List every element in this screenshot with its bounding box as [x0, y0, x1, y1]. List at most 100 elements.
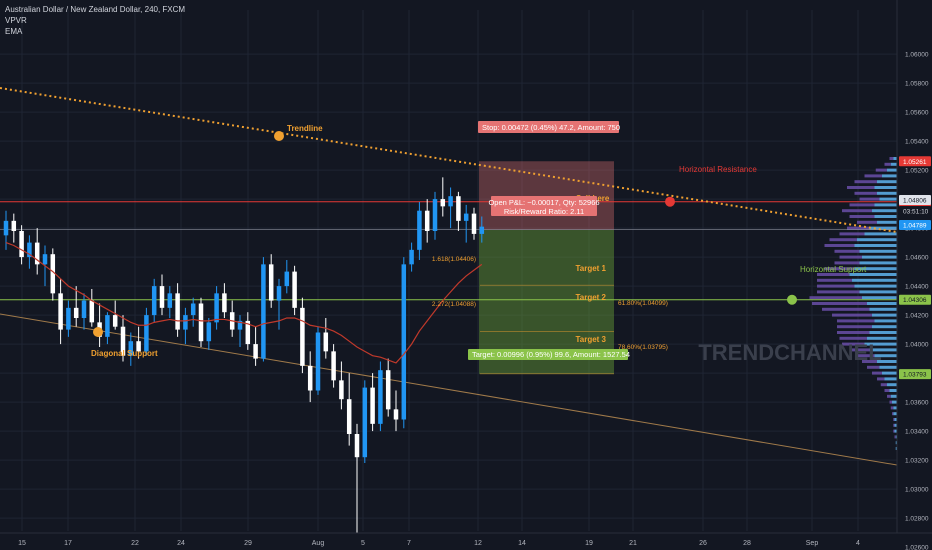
candle-body — [448, 196, 453, 207]
candle-body — [456, 196, 461, 221]
diagonal-support-marker — [93, 327, 103, 337]
volume-bar — [890, 406, 894, 410]
target1-label: Target 1 — [575, 264, 606, 273]
stop-label-box — [478, 121, 619, 133]
volume-bar — [867, 336, 897, 340]
volume-bar — [837, 319, 875, 323]
time-tick-label: 19 — [585, 540, 593, 547]
volume-bar — [862, 255, 897, 259]
symbol-title[interactable]: Australian Dollar / New Zealand Dollar, … — [5, 5, 186, 14]
price-tick-label: 1.04000 — [905, 342, 929, 349]
open-pl-box — [491, 196, 597, 216]
volume-bar — [864, 174, 882, 178]
candle-body — [128, 341, 134, 356]
time-tick-label: 12 — [474, 540, 482, 547]
volume-bar — [890, 162, 897, 166]
candle-body — [346, 399, 352, 434]
volume-bar — [854, 180, 877, 184]
candle-body — [58, 293, 63, 330]
candle-body — [222, 293, 227, 313]
candle-body — [385, 370, 391, 410]
volume-bar — [869, 226, 897, 230]
price-tag-stop — [899, 156, 931, 167]
candle-body — [362, 387, 368, 458]
candle-body — [120, 326, 126, 356]
volume-bar — [824, 267, 855, 271]
time-tick-label: 22 — [131, 540, 139, 547]
trendline-label: Trendline — [287, 124, 323, 133]
candle-body — [276, 286, 282, 301]
price-axis-bg — [897, 0, 932, 550]
price-tick-label: 1.03000 — [905, 487, 929, 494]
volume-bar — [834, 249, 860, 253]
candle-body — [214, 293, 219, 323]
target-label: Target: 0.00996 (0.95%) 99.6, Amount: 15… — [472, 350, 630, 359]
price-tick-label: 1.03200 — [905, 458, 929, 465]
candle-body — [471, 213, 477, 234]
price-tick-label: 1.04200 — [905, 313, 929, 320]
volume-bar — [854, 284, 897, 288]
time-tick-label: 4 — [856, 540, 860, 547]
volume-bar — [834, 261, 860, 265]
candle-body — [136, 341, 141, 352]
time-tick-label: 26 — [699, 540, 707, 547]
volume-bar — [859, 261, 897, 265]
candle-body — [479, 226, 485, 234]
volume-bar — [892, 412, 894, 416]
volume-bar — [894, 435, 896, 439]
volume-bar — [842, 342, 865, 346]
volume-bar — [854, 267, 897, 271]
volume-bar — [854, 244, 897, 247]
price-tag-label: 1.04306 — [903, 297, 927, 304]
volume-bar — [837, 331, 870, 334]
ema-line — [5, 242, 483, 364]
volume-bar — [839, 336, 867, 340]
volume-bar — [854, 191, 877, 195]
volume-bar — [867, 302, 897, 305]
time-tick-label: 7 — [407, 540, 411, 547]
price-tick-label: 1.04600 — [905, 255, 929, 262]
volume-bar — [877, 360, 897, 363]
volume-bar — [859, 249, 897, 253]
time-tick-label: 28 — [743, 540, 751, 547]
volume-bar — [849, 348, 870, 352]
candle-body — [284, 271, 290, 287]
volume-bar — [867, 365, 880, 369]
volume-bar — [889, 157, 894, 160]
volume-bar — [874, 319, 897, 323]
volume-bar — [890, 394, 897, 398]
volume-bar — [862, 296, 897, 300]
price-tag-label: 1.05261 — [903, 159, 927, 166]
volume-bar — [874, 203, 897, 207]
indicator-vpvr[interactable]: VPVR — [5, 16, 27, 25]
volume-bar — [893, 423, 895, 427]
candle-body — [417, 210, 422, 250]
price-tick-label: 1.06000 — [905, 52, 929, 59]
time-tick-label: 14 — [518, 540, 526, 547]
volume-bar — [849, 273, 897, 276]
trendline-marker — [274, 131, 284, 141]
volume-bar — [857, 238, 897, 242]
candle-body — [393, 409, 399, 420]
candles — [3, 177, 485, 540]
rr-label: Risk/Reward Ratio: 2.11 — [504, 207, 584, 216]
indicator-ema[interactable]: EMA — [5, 27, 23, 36]
candle-body — [300, 307, 305, 366]
price-axis: 1.060001.058001.056001.054001.052001.050… — [896, 0, 932, 550]
volume-bar — [847, 186, 875, 189]
volume-bar — [857, 220, 877, 224]
candle-body — [50, 254, 56, 294]
candle-body — [401, 264, 407, 420]
volume-bar — [882, 174, 897, 178]
volume-bar — [884, 389, 890, 392]
fib-label-1618: 1.618(1.04406) — [432, 256, 476, 263]
candle-body — [268, 264, 274, 301]
volume-bar — [859, 290, 897, 294]
price-tag-label: 1.04806 — [903, 198, 927, 205]
volume-bar — [892, 400, 897, 404]
price-tick-label: 1.02600 — [905, 545, 929, 550]
volume-bar — [893, 412, 897, 416]
volume-bar — [889, 389, 897, 392]
time-tick-label: 15 — [18, 540, 26, 547]
